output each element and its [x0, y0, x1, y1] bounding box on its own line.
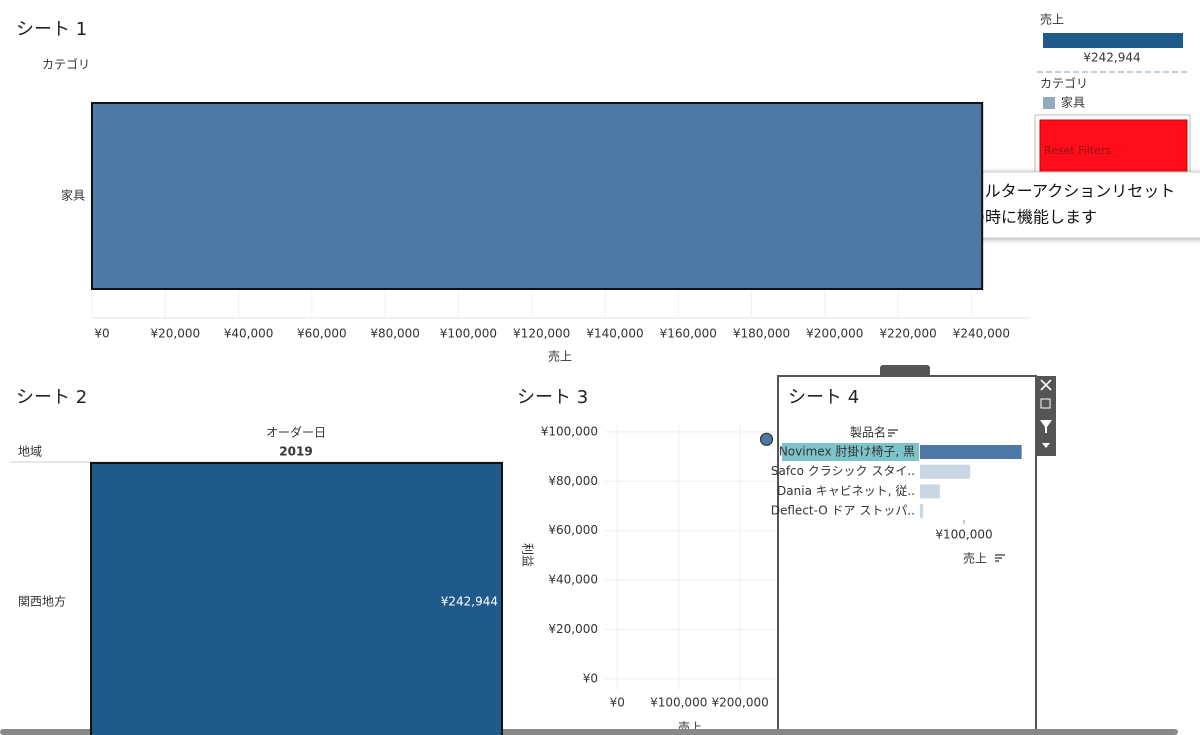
- y-tick-label: ¥40,000: [548, 573, 598, 587]
- bar: [920, 504, 924, 519]
- bar: [920, 464, 971, 479]
- category-label: 家具: [61, 188, 85, 203]
- x-tick-label: ¥140,000: [586, 327, 643, 341]
- open-button[interactable]: [1040, 398, 1051, 409]
- bar: [920, 445, 1022, 459]
- filter-button[interactable]: [1040, 420, 1052, 433]
- x-tick-label: ¥100,000: [935, 528, 992, 542]
- x-tick-label: ¥120,000: [513, 327, 570, 341]
- tooltip-line: 赤の時に機能します: [953, 208, 1097, 227]
- category-label[interactable]: Dania キャビネット, 従..: [777, 484, 915, 498]
- x-tick-label: ¥60,000: [297, 327, 347, 341]
- tooltip-line: フィルターアクションリセット: [953, 182, 1175, 201]
- category-label[interactable]: Safco クラシック スタイ..: [771, 464, 915, 478]
- y-tick-label: ¥0: [583, 671, 598, 685]
- legend-title: カテゴリ: [1040, 76, 1088, 91]
- point: [759, 432, 774, 446]
- y-tick-label: ¥80,000: [548, 474, 598, 488]
- row-header: 地域: [18, 445, 42, 459]
- y-tick-label: ¥60,000: [548, 523, 598, 537]
- x-tick-label: ¥160,000: [660, 327, 717, 341]
- sort-icon[interactable]: [888, 429, 898, 437]
- bar: [920, 484, 940, 499]
- table-cell: [90, 462, 503, 735]
- button-label[interactable]: Reset Filters: [1044, 144, 1111, 157]
- y-tick-label: ¥100,000: [541, 424, 598, 438]
- sheet-panel: [777, 375, 1037, 735]
- column-header: オーダー日: [266, 425, 326, 440]
- x-tick-label: ¥200,000: [712, 696, 769, 710]
- legend-color-ramp: [1043, 33, 1183, 48]
- value-label: ¥242,944: [441, 595, 498, 609]
- sheet-title: シート 3: [517, 387, 588, 408]
- row-label: 関西地方: [18, 594, 66, 609]
- legend-title: 売上: [1040, 12, 1064, 27]
- x-tick-label: ¥240,000: [953, 327, 1010, 341]
- drag-handle[interactable]: [880, 365, 930, 377]
- y-axis-label: 利益: [521, 543, 535, 567]
- category-label[interactable]: Deflect-O ドア ストッパ..: [771, 504, 915, 518]
- category-label[interactable]: Novimex 肘掛け椅子, 黒: [779, 444, 915, 459]
- x-tick-label: ¥200,000: [806, 327, 863, 341]
- x-tick-label: ¥20,000: [150, 327, 200, 341]
- x-tick-label: ¥220,000: [879, 327, 936, 341]
- x-tick-label: ¥180,000: [733, 327, 790, 341]
- x-axis-label: 売上: [548, 349, 572, 364]
- x-tick-label: ¥80,000: [370, 327, 420, 341]
- legend-swatch: [1043, 97, 1055, 109]
- more-button[interactable]: [1042, 443, 1050, 448]
- bar: [91, 102, 984, 290]
- sheet-title: シート 1: [16, 19, 87, 40]
- x-tick-label: ¥0: [94, 327, 109, 341]
- sheet-toolbar: [1037, 376, 1056, 456]
- legend-item[interactable]: 家具: [1061, 95, 1085, 110]
- legend-label: ¥242,944: [1083, 51, 1140, 65]
- sort-icon[interactable]: [995, 554, 1005, 562]
- tooltip: フィルターアクションリセット 赤の時に機能します: [945, 171, 1200, 239]
- x-tick-label: ¥100,000: [440, 327, 497, 341]
- category-header: カテゴリ: [42, 57, 90, 72]
- category-header: 製品名: [850, 425, 886, 440]
- x-tick-label: ¥100,000: [650, 696, 707, 710]
- x-tick-label: ¥0: [610, 696, 625, 710]
- sheet-title: シート 4: [788, 387, 859, 408]
- x-axis-label: 売上: [963, 551, 987, 566]
- selected-row: [782, 443, 919, 461]
- sheet-title: シート 2: [16, 387, 87, 408]
- x-tick-label: ¥40,000: [224, 327, 274, 341]
- column-label: 2019: [279, 445, 312, 459]
- y-tick-label: ¥20,000: [548, 622, 598, 636]
- close-button[interactable]: [1040, 379, 1052, 391]
